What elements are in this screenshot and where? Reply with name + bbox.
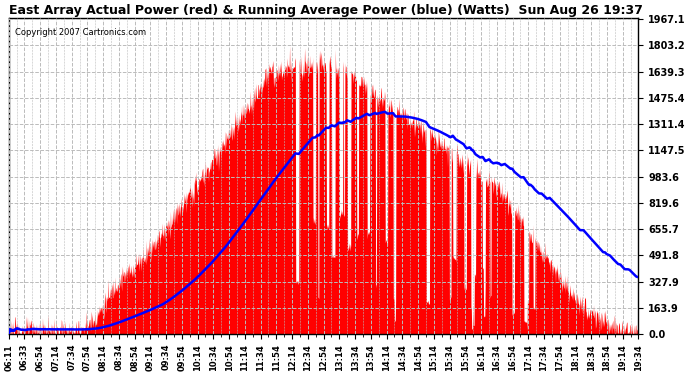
Text: Copyright 2007 Cartronics.com: Copyright 2007 Cartronics.com — [15, 28, 146, 37]
Text: East Array Actual Power (red) & Running Average Power (blue) (Watts)  Sun Aug 26: East Array Actual Power (red) & Running … — [9, 4, 642, 17]
